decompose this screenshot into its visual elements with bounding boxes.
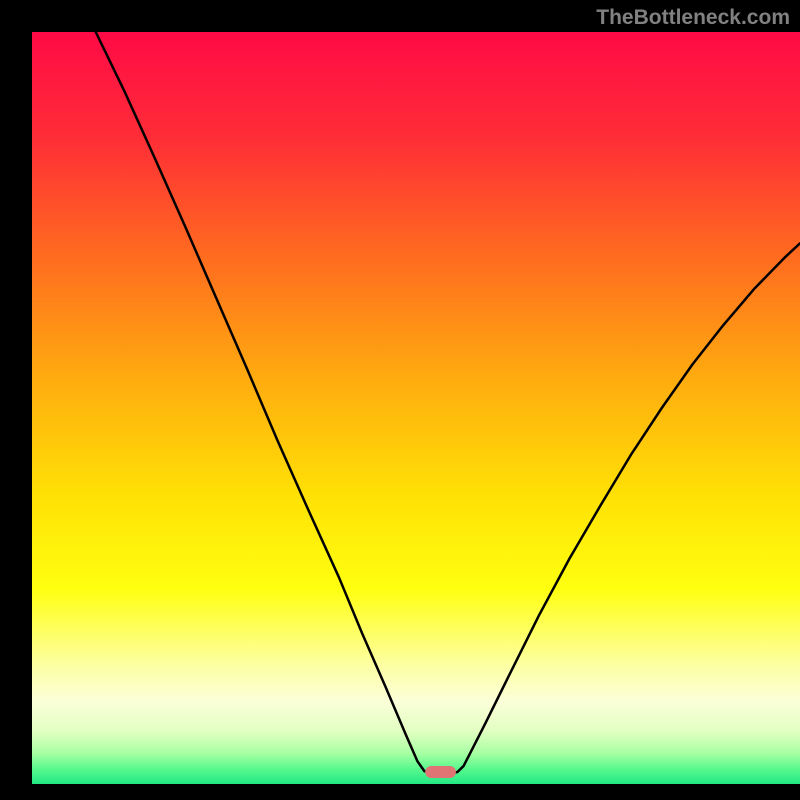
watermark-text: TheBottleneck.com bbox=[596, 6, 790, 30]
plot-area bbox=[32, 32, 800, 784]
chart-container: TheBottleneck.com bbox=[0, 0, 800, 800]
